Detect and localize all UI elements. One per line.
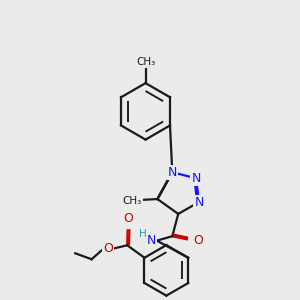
Text: O: O: [103, 242, 113, 255]
Text: H: H: [139, 229, 147, 239]
Text: N: N: [191, 172, 201, 185]
Text: CH₃: CH₃: [122, 196, 142, 206]
Text: N: N: [147, 234, 156, 247]
Text: O: O: [123, 212, 133, 225]
Text: O: O: [194, 234, 203, 247]
Text: N: N: [194, 196, 204, 208]
Text: N: N: [168, 166, 177, 179]
Text: CH₃: CH₃: [136, 57, 155, 67]
